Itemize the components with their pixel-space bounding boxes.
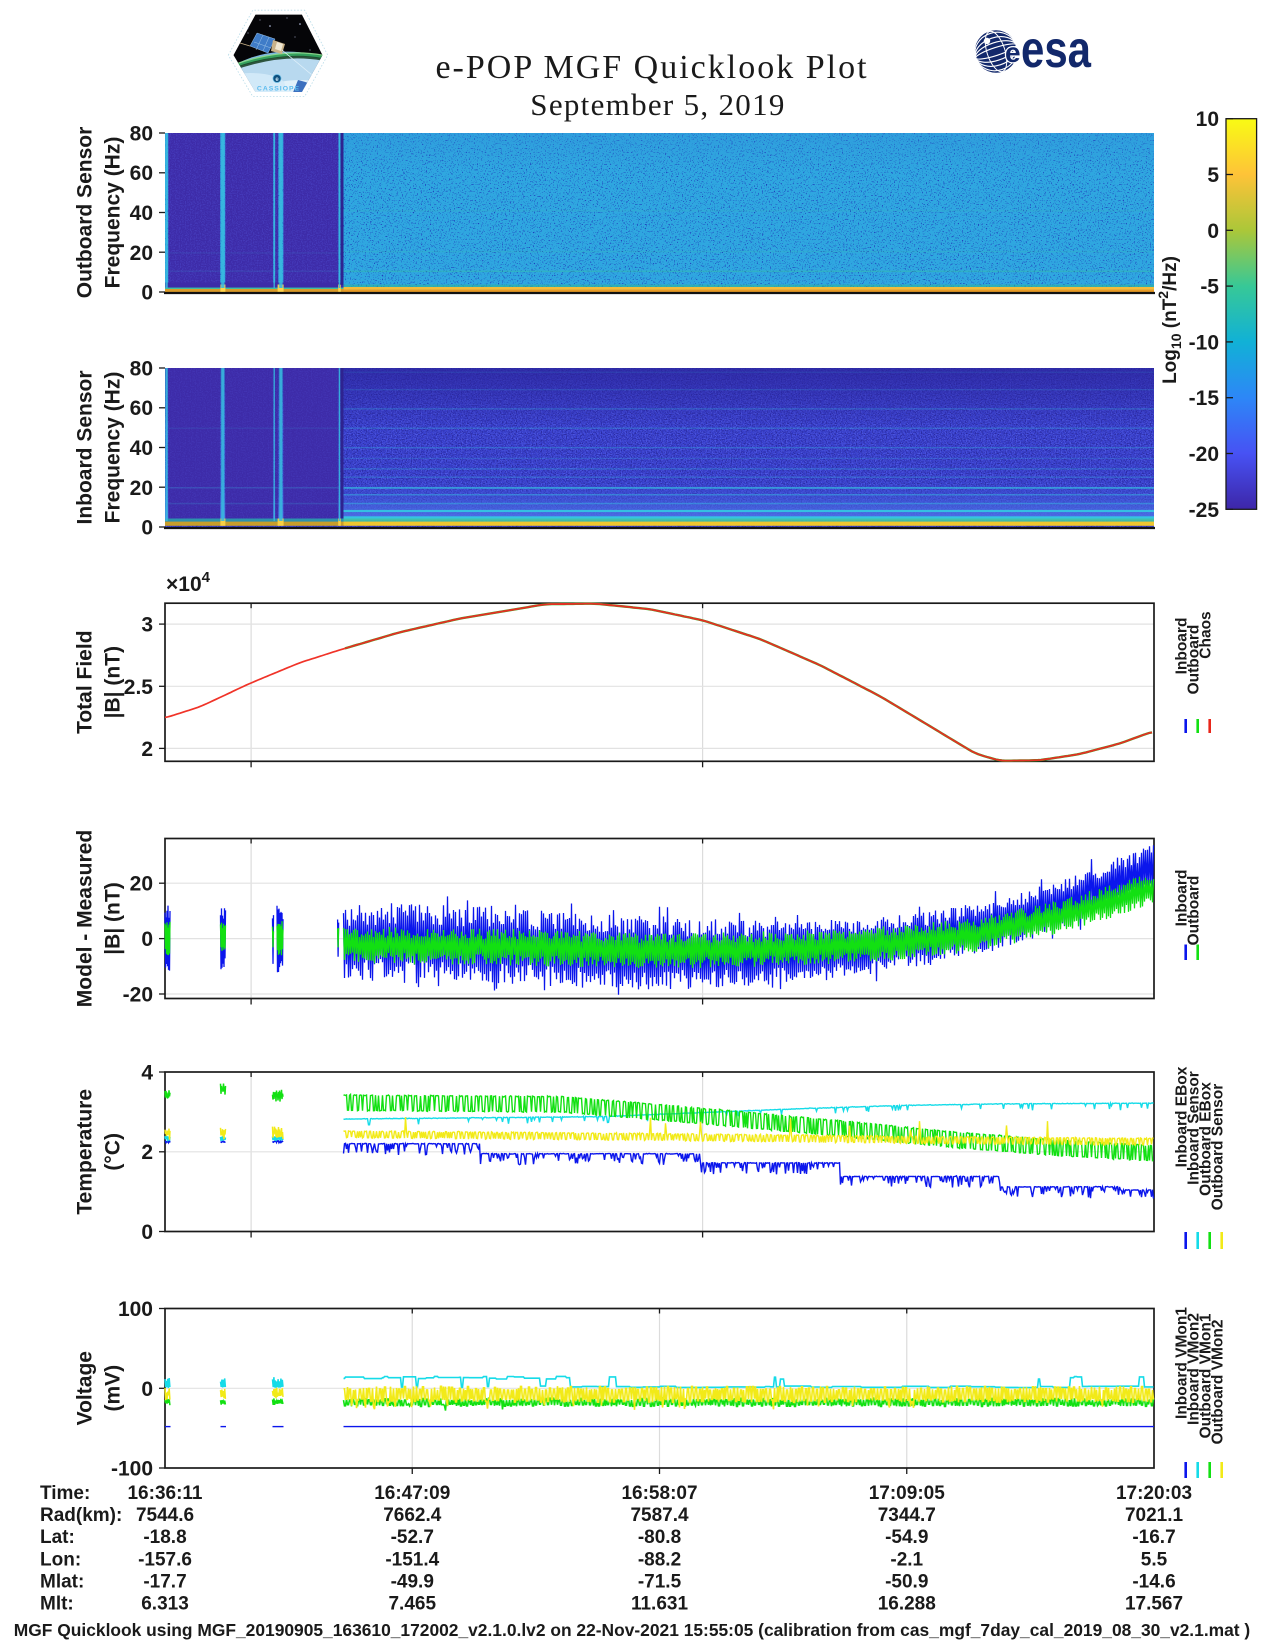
svg-text:2: 2: [141, 1141, 153, 1164]
svg-text:80: 80: [130, 123, 153, 146]
svg-text:5: 5: [1207, 164, 1219, 187]
svg-text:2: 2: [141, 738, 153, 761]
svg-text:-16.7: -16.7: [1132, 1527, 1175, 1548]
svg-text:-49.9: -49.9: [391, 1571, 434, 1592]
svg-text:e: e: [1005, 37, 1021, 68]
svg-text:|B| (nT): |B| (nT): [102, 882, 125, 954]
svg-text:-80.8: -80.8: [638, 1527, 681, 1548]
svg-text:Inboard Sensor: Inboard Sensor: [74, 370, 97, 524]
svg-text:10: 10: [1196, 108, 1219, 131]
svg-text:-25: -25: [1189, 499, 1220, 522]
svg-text:Model - Measured: Model - Measured: [74, 830, 97, 1007]
svg-text:17.567: 17.567: [1125, 1594, 1183, 1615]
svg-text:Chaos: Chaos: [1198, 611, 1215, 658]
svg-text:16:36:11: 16:36:11: [127, 1483, 202, 1504]
svg-text:-157.6: -157.6: [138, 1549, 192, 1570]
svg-text:-14.6: -14.6: [1132, 1571, 1175, 1592]
svg-text:-151.4: -151.4: [385, 1549, 439, 1570]
svg-text:2.5: 2.5: [124, 676, 154, 699]
svg-text:40: 40: [130, 437, 153, 460]
svg-text:Outboard VMon1: Outboard VMon1: [1198, 1313, 1215, 1438]
svg-text:Outboard: Outboard: [1186, 876, 1203, 946]
svg-text:(mV): (mV): [102, 1365, 125, 1412]
svg-text:40: 40: [130, 202, 153, 225]
svg-text:Outboard EBox: Outboard EBox: [1198, 1082, 1215, 1196]
svg-text:Inboard EBox: Inboard EBox: [1174, 1066, 1191, 1167]
svg-text:7021.1: 7021.1: [1125, 1505, 1184, 1526]
svg-text:17:20:03: 17:20:03: [1116, 1483, 1192, 1504]
svg-text:esa: esa: [1021, 21, 1092, 79]
svg-text:e: e: [275, 77, 279, 83]
svg-text:-52.7: -52.7: [391, 1527, 434, 1548]
svg-text:7344.7: 7344.7: [878, 1505, 936, 1526]
svg-text:7662.4: 7662.4: [383, 1505, 442, 1526]
svg-text:-17.7: -17.7: [143, 1571, 186, 1592]
svg-text:4: 4: [141, 1062, 153, 1085]
svg-text:7.465: 7.465: [388, 1594, 436, 1615]
svg-text:Time:: Time:: [40, 1483, 90, 1504]
svg-text:20: 20: [130, 242, 153, 265]
svg-text:80: 80: [130, 358, 153, 381]
svg-text:6.313: 6.313: [141, 1594, 189, 1615]
svg-text:0: 0: [141, 282, 153, 305]
svg-text:|B| (nT): |B| (nT): [102, 646, 125, 718]
svg-text:0: 0: [1207, 220, 1219, 243]
svg-text:-20: -20: [123, 984, 153, 1007]
svg-text:CASSIOPE: CASSIOPE: [257, 86, 300, 93]
svg-text:16.288: 16.288: [878, 1594, 936, 1615]
svg-text:Mlt:: Mlt:: [40, 1594, 74, 1615]
svg-text:Outboard: Outboard: [1186, 625, 1203, 695]
svg-text:17:09:05: 17:09:05: [869, 1483, 945, 1504]
svg-text:3: 3: [141, 614, 153, 637]
svg-text:11.631: 11.631: [631, 1594, 688, 1615]
svg-text:60: 60: [130, 397, 153, 420]
svg-text:7544.6: 7544.6: [136, 1505, 194, 1526]
svg-text:Frequency (Hz): Frequency (Hz): [102, 372, 125, 524]
svg-text:16:58:07: 16:58:07: [621, 1483, 697, 1504]
svg-text:Temperature: Temperature: [74, 1089, 97, 1215]
svg-text:Rad(km):: Rad(km):: [40, 1505, 122, 1526]
svg-text:(°C): (°C): [102, 1133, 125, 1171]
svg-text:Outboard VMon2: Outboard VMon2: [1210, 1320, 1227, 1445]
svg-text:Outboard Sensor: Outboard Sensor: [74, 127, 97, 299]
svg-text:100: 100: [118, 1298, 153, 1321]
svg-text:MGF Quicklook using MGF_201909: MGF Quicklook using MGF_20190905_163610_…: [14, 1620, 1250, 1640]
svg-text:-10: -10: [1189, 331, 1219, 354]
svg-text:-54.9: -54.9: [885, 1527, 928, 1548]
svg-text:0: 0: [141, 1221, 153, 1244]
svg-text:Inboard VMon2: Inboard VMon2: [1186, 1313, 1203, 1425]
svg-text:0: 0: [141, 1378, 153, 1401]
svg-text:-20: -20: [1189, 443, 1219, 466]
svg-text:Inboard VMon1: Inboard VMon1: [1174, 1307, 1191, 1419]
svg-text:0: 0: [141, 517, 153, 540]
svg-text:-15: -15: [1189, 387, 1220, 410]
svg-text:September 5, 2019: September 5, 2019: [530, 87, 785, 122]
svg-text:0: 0: [141, 928, 153, 951]
svg-text:20: 20: [130, 477, 153, 500]
svg-text:Inboard: Inboard: [1174, 618, 1191, 675]
svg-text:-50.9: -50.9: [885, 1571, 928, 1592]
svg-text:5.5: 5.5: [1141, 1549, 1168, 1570]
svg-text:Lat:: Lat:: [40, 1527, 75, 1548]
svg-text:7587.4: 7587.4: [630, 1505, 689, 1526]
svg-text:Inboard Sensor: Inboard Sensor: [1186, 1071, 1203, 1185]
svg-text:16:47:09: 16:47:09: [374, 1483, 450, 1504]
svg-text:-88.2: -88.2: [638, 1549, 681, 1570]
svg-text:-2.1: -2.1: [890, 1549, 923, 1570]
svg-text:-100: -100: [111, 1458, 153, 1481]
svg-text:Inboard: Inboard: [1174, 870, 1191, 927]
svg-text:Frequency (Hz): Frequency (Hz): [102, 137, 125, 289]
svg-text:Lon:: Lon:: [40, 1549, 81, 1570]
svg-text:e-POP MGF Quicklook Plot: e-POP MGF Quicklook Plot: [435, 49, 868, 86]
svg-text:Voltage: Voltage: [74, 1351, 97, 1425]
svg-text:Total Field: Total Field: [74, 630, 97, 733]
svg-text:Mlat:: Mlat:: [40, 1571, 84, 1592]
svg-text:60: 60: [130, 162, 153, 185]
svg-text:Outboard Sensor: Outboard Sensor: [1210, 1084, 1227, 1211]
svg-text:Log10 (nT2/Hz): Log10 (nT2/Hz): [1155, 256, 1184, 384]
svg-text:20: 20: [130, 873, 153, 896]
svg-text:-5: -5: [1200, 276, 1219, 299]
svg-text:-71.5: -71.5: [638, 1571, 682, 1592]
svg-text:-18.8: -18.8: [143, 1527, 186, 1548]
